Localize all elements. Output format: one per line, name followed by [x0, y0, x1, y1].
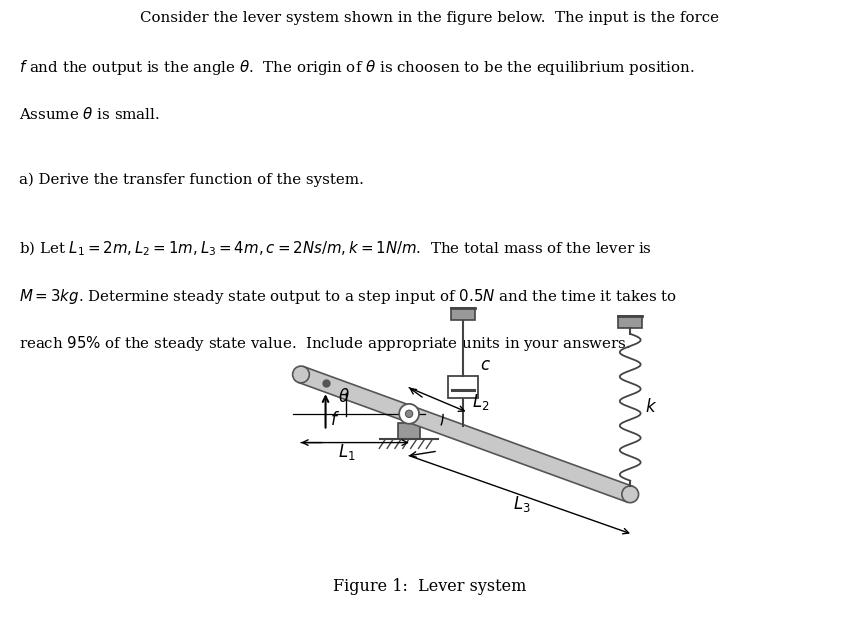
Bar — [398, 423, 420, 439]
Text: $f$: $f$ — [329, 411, 340, 430]
Text: a) Derive the transfer function of the system.: a) Derive the transfer function of the s… — [19, 172, 364, 187]
Text: $L_1$: $L_1$ — [338, 442, 356, 462]
Circle shape — [622, 486, 639, 502]
Text: $L_2$: $L_2$ — [472, 392, 489, 412]
Circle shape — [405, 410, 413, 418]
Circle shape — [292, 366, 310, 383]
Text: Assume $\theta$ is small.: Assume $\theta$ is small. — [19, 106, 160, 122]
Polygon shape — [298, 366, 633, 502]
Text: $f$ and the output is the angle $\theta$.  The origin of $\theta$ is choosen to : $f$ and the output is the angle $\theta$… — [19, 59, 695, 77]
Bar — [618, 316, 642, 328]
Bar — [449, 376, 478, 398]
Text: Consider the lever system shown in the figure below.  The input is the force: Consider the lever system shown in the f… — [140, 11, 720, 25]
Text: $k$: $k$ — [645, 398, 657, 417]
Text: $M = 3kg$. Determine steady state output to a step input of $0.5N$ and the time : $M = 3kg$. Determine steady state output… — [19, 287, 677, 306]
Text: $L_3$: $L_3$ — [513, 494, 531, 514]
Circle shape — [399, 404, 419, 424]
Text: $\theta$: $\theta$ — [339, 388, 350, 406]
Text: b) Let $L_1 = 2m, L_2 = 1m, L_3 = 4m, c = 2Ns/m, k = 1N/m$.  The total mass of t: b) Let $L_1 = 2m, L_2 = 1m, L_3 = 4m, c … — [19, 239, 652, 258]
Bar — [452, 308, 475, 320]
Text: Figure 1:  Lever system: Figure 1: Lever system — [334, 578, 526, 595]
Text: $c$: $c$ — [481, 357, 491, 373]
Text: reach $95\%$ of the steady state value.  Include appropriate units in your answe: reach $95\%$ of the steady state value. … — [19, 334, 630, 353]
